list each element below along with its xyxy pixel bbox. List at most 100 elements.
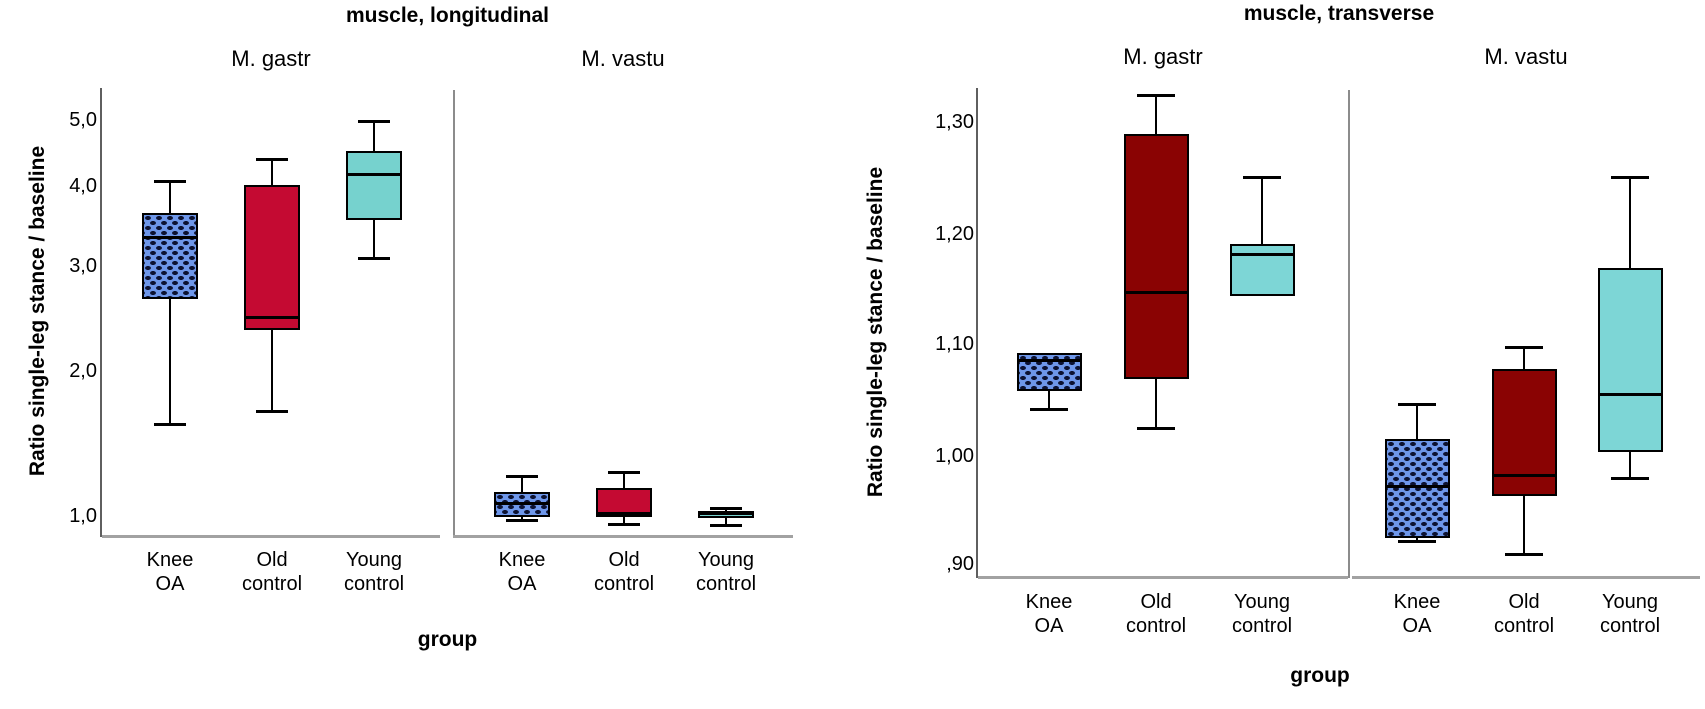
category-label-longitudinal-1-1: Old control [593, 549, 655, 595]
whisker-lower-longitudinal-1-1 [623, 516, 625, 524]
whisker-upper-transverse-0-2 [1261, 176, 1263, 244]
x-axis-line-transverse-0 [978, 576, 1348, 579]
y-tick-label-transverse-3: 1,00 [935, 444, 974, 467]
y-axis-title-transverse: Ratio single-leg stance / baseline [864, 166, 887, 498]
whisker-upper-longitudinal-1-1 [623, 471, 625, 488]
whisker-cap-upper-longitudinal-1-2 [710, 506, 742, 510]
whisker-upper-longitudinal-0-1 [271, 158, 273, 185]
category-label-longitudinal-1-0: Knee OA [498, 549, 546, 595]
panel-title-longitudinal-gastr: M. gastr [231, 46, 311, 71]
category-label-longitudinal-0-2: Young control [343, 549, 405, 595]
x-axis-title-longitudinal: group [417, 628, 478, 651]
whisker-lower-transverse-1-2 [1629, 452, 1631, 478]
y-axis-line-longitudinal [100, 88, 102, 537]
median-longitudinal-1-1 [596, 512, 652, 516]
whisker-upper-longitudinal-0-2 [373, 121, 375, 151]
whisker-cap-upper-transverse-0-2 [1243, 175, 1281, 179]
category-label-transverse-1-0: Knee OA [1393, 591, 1441, 637]
y-tick-label-transverse-4: ,90 [946, 553, 974, 576]
figure-title-transverse: muscle, transverse [1243, 2, 1435, 25]
category-label-transverse-0-0: Knee OA [1025, 591, 1073, 637]
panel-divider-longitudinal [453, 90, 455, 537]
whisker-cap-upper-transverse-1-1 [1505, 346, 1543, 350]
whisker-cap-lower-longitudinal-0-2 [358, 256, 390, 260]
whisker-cap-upper-longitudinal-0-2 [358, 120, 390, 124]
median-transverse-0-2 [1229, 253, 1295, 257]
category-label-transverse-0-1: Old control [1125, 591, 1187, 637]
whisker-cap-upper-transverse-1-0 [1398, 403, 1436, 407]
whisker-cap-upper-longitudinal-0-1 [256, 157, 288, 161]
whisker-cap-lower-longitudinal-0-1 [256, 409, 288, 413]
whisker-lower-longitudinal-0-1 [271, 329, 273, 411]
box-longitudinal-m-gastr-young-control [346, 150, 402, 221]
y-axis-title-longitudinal: Ratio single-leg stance / baseline [26, 145, 49, 477]
y-tick-label-transverse-1: 1,20 [935, 222, 974, 245]
median-transverse-0-0 [1016, 359, 1082, 363]
panel-title-longitudinal-vastu: M. vastu [581, 46, 665, 71]
whisker-lower-transverse-0-1 [1155, 378, 1157, 428]
y-tick-label-longitudinal-3: 2,0 [69, 359, 97, 382]
whisker-cap-upper-transverse-0-1 [1137, 94, 1175, 98]
whisker-upper-transverse-1-0 [1416, 404, 1418, 440]
whisker-lower-transverse-1-0 [1416, 538, 1418, 542]
median-longitudinal-1-2 [698, 512, 754, 516]
whisker-cap-lower-transverse-0-1 [1137, 426, 1175, 430]
y-tick-label-transverse-0: 1,30 [935, 111, 974, 134]
median-transverse-1-1 [1491, 473, 1557, 477]
whisker-upper-longitudinal-1-0 [521, 476, 523, 493]
whisker-lower-transverse-0-0 [1048, 390, 1050, 409]
whisker-upper-transverse-1-1 [1523, 347, 1525, 369]
category-label-longitudinal-0-0: Knee OA [146, 549, 194, 595]
panel-divider-transverse [1348, 90, 1350, 578]
whisker-cap-upper-longitudinal-0-0 [154, 179, 186, 183]
category-label-transverse-1-1: Old control [1493, 591, 1555, 637]
y-tick-label-longitudinal-0: 5,0 [69, 109, 97, 132]
x-axis-title-transverse: group [1290, 664, 1350, 687]
median-longitudinal-1-0 [494, 502, 550, 506]
panel-title-transverse-vastu: M. vastu [1484, 44, 1568, 69]
x-axis-line-longitudinal-0 [102, 535, 440, 538]
panel-title-transverse-gastr: M. gastr [1123, 44, 1203, 69]
whisker-lower-transverse-1-1 [1523, 495, 1525, 555]
box-transverse-m-vastu-knee-oa [1384, 439, 1450, 539]
whisker-upper-transverse-0-1 [1155, 95, 1157, 135]
box-transverse-m-gastr-old-control [1123, 134, 1189, 379]
category-label-longitudinal-0-1: Old control [241, 549, 303, 595]
box-longitudinal-m-vastu-old-control [596, 487, 652, 517]
whisker-cap-upper-longitudinal-1-0 [506, 475, 538, 479]
whisker-lower-longitudinal-0-0 [169, 299, 171, 424]
whisker-cap-upper-transverse-1-2 [1611, 175, 1649, 179]
median-longitudinal-0-2 [346, 172, 402, 176]
whisker-upper-longitudinal-0-0 [169, 180, 171, 214]
whisker-cap-lower-transverse-1-2 [1611, 476, 1649, 480]
figure-title-longitudinal: muscle, longitudinal [345, 4, 550, 27]
y-tick-label-longitudinal-2: 3,0 [69, 254, 97, 277]
y-tick-label-longitudinal-4: 1,0 [69, 504, 97, 527]
category-label-longitudinal-1-2: Young control [695, 549, 757, 595]
median-transverse-1-2 [1597, 392, 1663, 396]
whisker-lower-longitudinal-0-2 [373, 220, 375, 258]
whisker-cap-lower-longitudinal-0-0 [154, 422, 186, 426]
category-label-transverse-0-2: Young control [1231, 591, 1293, 637]
y-axis-line-transverse [976, 88, 978, 578]
whisker-lower-longitudinal-1-2 [725, 518, 727, 526]
category-label-transverse-1-2: Young control [1599, 591, 1661, 637]
whisker-cap-upper-longitudinal-1-1 [608, 470, 640, 474]
x-axis-line-longitudinal-1 [453, 535, 793, 538]
whisker-cap-lower-longitudinal-1-0 [506, 518, 538, 522]
x-axis-line-transverse-1 [1352, 576, 1700, 579]
box-transverse-m-gastr-young-control [1229, 243, 1295, 296]
y-tick-label-longitudinal-1: 4,0 [69, 174, 97, 197]
whisker-cap-lower-longitudinal-1-1 [608, 522, 640, 526]
box-longitudinal-m-gastr-old-control [244, 184, 300, 330]
median-longitudinal-0-0 [142, 235, 198, 239]
y-tick-label-transverse-2: 1,10 [935, 333, 974, 356]
whisker-cap-lower-transverse-1-1 [1505, 553, 1543, 557]
whisker-cap-lower-transverse-0-0 [1030, 407, 1068, 411]
whisker-cap-lower-longitudinal-1-2 [710, 524, 742, 528]
whisker-lower-longitudinal-1-0 [521, 516, 523, 520]
box-longitudinal-m-gastr-knee-oa [142, 213, 198, 300]
median-transverse-0-1 [1123, 290, 1189, 294]
whisker-cap-lower-transverse-1-0 [1398, 540, 1436, 544]
